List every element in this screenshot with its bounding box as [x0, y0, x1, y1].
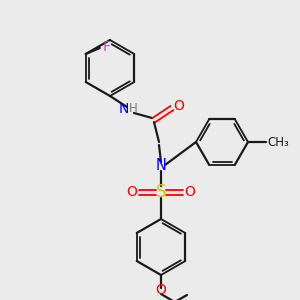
- Text: N: N: [119, 102, 129, 116]
- Text: H: H: [129, 103, 137, 116]
- Text: N: N: [156, 158, 167, 172]
- Text: O: O: [127, 185, 137, 199]
- Text: O: O: [184, 185, 195, 199]
- Text: O: O: [174, 99, 184, 113]
- Text: CH₃: CH₃: [267, 136, 289, 148]
- Text: S: S: [156, 183, 166, 201]
- Text: F: F: [103, 40, 111, 54]
- Text: O: O: [156, 283, 167, 297]
